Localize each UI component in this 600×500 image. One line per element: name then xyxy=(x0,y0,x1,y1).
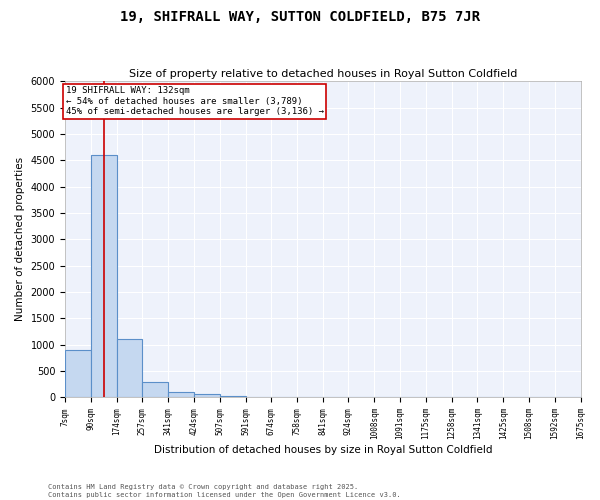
Bar xyxy=(220,396,245,398)
Bar xyxy=(65,350,91,398)
Bar xyxy=(91,155,116,398)
Bar xyxy=(194,394,220,398)
Title: Size of property relative to detached houses in Royal Sutton Coldfield: Size of property relative to detached ho… xyxy=(128,69,517,79)
Text: 19, SHIFRALL WAY, SUTTON COLDFIELD, B75 7JR: 19, SHIFRALL WAY, SUTTON COLDFIELD, B75 … xyxy=(120,10,480,24)
Text: 19 SHIFRALL WAY: 132sqm
← 54% of detached houses are smaller (3,789)
45% of semi: 19 SHIFRALL WAY: 132sqm ← 54% of detache… xyxy=(65,86,323,116)
Y-axis label: Number of detached properties: Number of detached properties xyxy=(15,157,25,322)
Bar xyxy=(142,382,168,398)
Bar xyxy=(116,340,142,398)
X-axis label: Distribution of detached houses by size in Royal Sutton Coldfield: Distribution of detached houses by size … xyxy=(154,445,492,455)
Bar xyxy=(168,392,194,398)
Text: Contains HM Land Registry data © Crown copyright and database right 2025.
Contai: Contains HM Land Registry data © Crown c… xyxy=(48,484,401,498)
